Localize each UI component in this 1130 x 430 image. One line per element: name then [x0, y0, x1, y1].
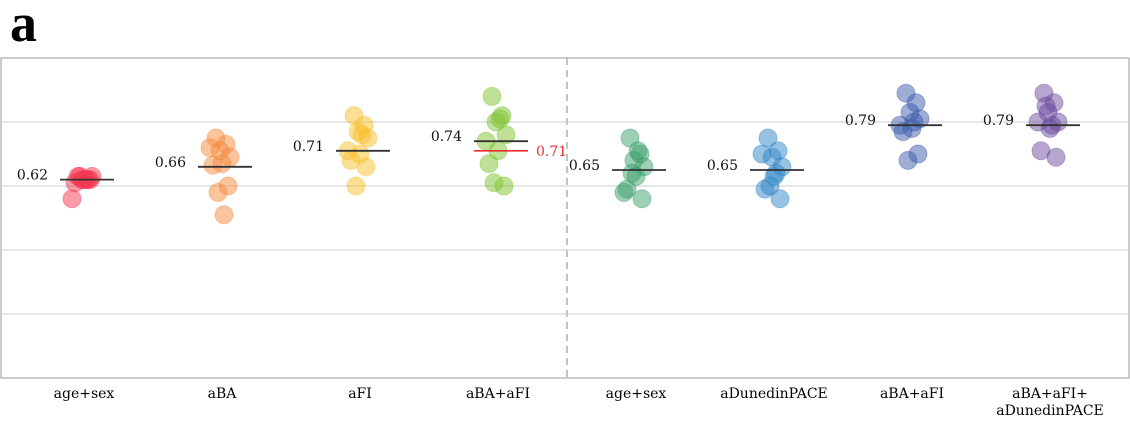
x-tick-label: aDunedinPACE: [720, 386, 828, 402]
x-tick-label: aFI: [348, 386, 372, 402]
plot-frame: [0, 57, 1130, 379]
point: [214, 205, 234, 225]
point: [346, 176, 366, 196]
mean-label: 0.71: [293, 139, 324, 155]
point: [479, 154, 499, 174]
mean-label: 0.74: [431, 129, 462, 145]
point: [898, 150, 918, 170]
point: [1046, 147, 1066, 167]
point: [632, 189, 652, 209]
point: [200, 138, 220, 158]
x-tick-label: age+sex: [605, 386, 667, 402]
mean-label: 0.79: [983, 113, 1014, 129]
point: [614, 182, 634, 202]
mean-label: 0.66: [155, 155, 186, 171]
panel-label: a: [10, 0, 37, 53]
point: [770, 189, 790, 209]
point: [622, 163, 642, 183]
point: [62, 189, 82, 209]
point: [758, 128, 778, 148]
point: [752, 144, 772, 164]
point: [1028, 112, 1048, 132]
point: [484, 173, 504, 193]
point: [352, 125, 372, 145]
x-tick-label: aBA+aFI: [465, 386, 531, 402]
point: [766, 163, 786, 183]
point: [496, 125, 516, 145]
x-tick-label: aBA+aFI+ aDunedinPACE: [996, 386, 1104, 419]
mean-label: 0.65: [707, 158, 738, 174]
mean-label: 0.62: [17, 168, 48, 184]
point: [628, 141, 648, 161]
x-tick-label: aBA: [207, 386, 237, 402]
mean-label: 0.65: [569, 158, 600, 174]
point: [208, 182, 228, 202]
point: [1036, 96, 1056, 116]
point: [203, 155, 223, 175]
point: [482, 86, 502, 106]
reference-label: 0.71: [536, 144, 567, 160]
x-tick-label: age+sex: [53, 386, 115, 402]
x-tick-label: aBA+aFI: [879, 386, 945, 402]
mean-label: 0.79: [845, 113, 876, 129]
point: [356, 157, 376, 177]
point: [490, 109, 510, 129]
